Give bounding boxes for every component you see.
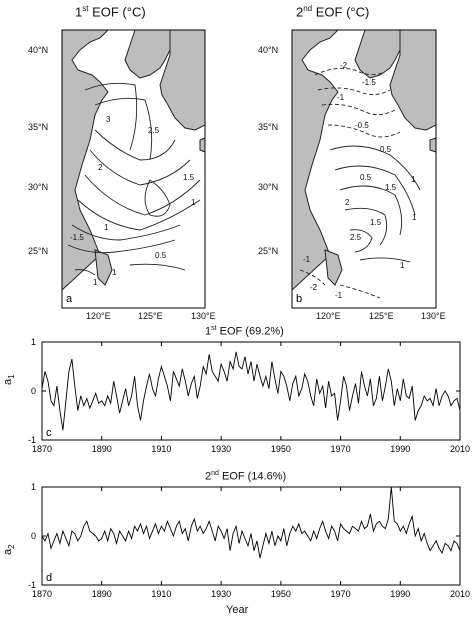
map-a-clabel: 2 <box>98 163 103 172</box>
map-a-frame <box>61 29 206 309</box>
ts-a-xtick-label: 2010 <box>450 444 470 454</box>
map-a-lat-25: 25°N <box>28 246 49 256</box>
ts-a-xtick-label: 1870 <box>32 444 52 454</box>
map-b-clabel: -1 <box>335 291 343 300</box>
map-b-clabel: 1 <box>400 261 405 270</box>
ts-a-letter: c <box>46 427 52 439</box>
ts-b-xtick-label: 1890 <box>92 589 112 599</box>
map-b-land <box>291 29 437 292</box>
map-b-lon-125: 125°E <box>369 311 394 321</box>
ts-b-letter: d <box>46 572 52 584</box>
ts-b-xtick-label: 1910 <box>151 589 171 599</box>
map-b-clabel: -1 <box>303 255 311 264</box>
ts-b-xtick-label: 1870 <box>32 589 52 599</box>
map-b-frame <box>291 29 437 309</box>
ts-a-xtick-label: 1890 <box>92 444 112 454</box>
ts-a-xtick-label: 1910 <box>151 444 171 454</box>
map-a-contour-labels: 3 2.5 2 1.5 1 1 -1.5 0.5 1 1 <box>70 115 196 287</box>
ts-b-series-line <box>41 486 461 559</box>
map-b-clabel: 1.5 <box>385 183 397 192</box>
map-b-clabel: 2.5 <box>350 233 362 242</box>
map-a-letter: a <box>66 293 73 305</box>
map-a-clabel: 2.5 <box>148 126 160 135</box>
map-b-contours <box>299 67 421 299</box>
ts-b-xtick-label: 1930 <box>211 589 231 599</box>
ts-a-title: 1st EOF (69.2%) <box>205 325 284 338</box>
map-b-clabel: 1 <box>411 175 416 184</box>
map-a-land <box>61 29 206 292</box>
ts-b-title: 2nd EOF (14.6%) <box>205 470 287 483</box>
ts-b-xtick-label: 2010 <box>450 589 470 599</box>
map-b-lon-120: 120°E <box>316 311 341 321</box>
map-a-clabel: 1 <box>112 268 117 277</box>
map-a-lon-130: 130°E <box>191 311 216 321</box>
map-a-lat-30: 30°N <box>28 182 49 192</box>
map-a-lat-35: 35°N <box>28 122 49 132</box>
ts-a-xtick-label: 1970 <box>331 444 351 454</box>
ts-b-xlabel: Year <box>226 604 249 616</box>
map-b-lat-35: 35°N <box>258 122 279 132</box>
map-b-lat-40: 40°N <box>258 45 279 55</box>
ts-b-xtick-label: 1990 <box>390 589 410 599</box>
map-b-clabel: -1 <box>337 93 345 102</box>
map-a-title: 1st EOF (°C) <box>75 4 146 20</box>
map-a-lon-120: 120°E <box>86 311 111 321</box>
map-b-lon-130: 130°E <box>421 311 446 321</box>
ts-a-ytick-label: 0 <box>31 386 36 396</box>
map-b-clabel: -1.5 <box>362 78 376 87</box>
ts-a-series-line <box>41 351 461 431</box>
ts-b-xtick-label: 1950 <box>271 589 291 599</box>
map-b-clabel: -0.5 <box>355 121 369 130</box>
map-b-lat-25: 25°N <box>258 246 279 256</box>
map-a-lon-125: 125°E <box>138 311 163 321</box>
map-a-clabel: 1 <box>104 223 109 232</box>
ts-b-ytick-label: 1 <box>31 482 36 492</box>
map-b-clabel: 1 <box>412 213 417 222</box>
ts-a-ytick-label: 1 <box>31 337 36 347</box>
map-b-clabel: 0.5 <box>380 145 392 154</box>
map-b-title: 2nd EOF (°C) <box>296 4 370 20</box>
map-a-clabel: 1 <box>93 278 98 287</box>
map-b-clabel: -2 <box>310 283 318 292</box>
map-b-clabel: 1.5 <box>370 218 382 227</box>
ts-b-ytick-label: 0 <box>31 531 36 541</box>
ts-a-xtick-label: 1930 <box>211 444 231 454</box>
map-a-contours <box>67 82 201 276</box>
map-b-clabel: 0.5 <box>360 173 372 182</box>
map-b-clabel: 2 <box>345 198 350 207</box>
map-a-clabel: 1.5 <box>183 173 195 182</box>
map-b-letter: b <box>296 293 302 305</box>
map-b-lat-30: 30°N <box>258 182 279 192</box>
map-a-lat-40: 40°N <box>28 45 49 55</box>
map-a-clabel: 0.5 <box>155 251 167 260</box>
ts-a-xtick-label: 1950 <box>271 444 291 454</box>
map-b-clabel: -2 <box>340 61 348 70</box>
map-a-clabel: -1.5 <box>70 233 84 242</box>
ts-a-xtick-label: 1990 <box>390 444 410 454</box>
ts-b-ytick-label: -1 <box>28 580 36 590</box>
ts-b-xtick-label: 1970 <box>331 589 351 599</box>
map-a-clabel: 1 <box>191 198 196 207</box>
ts-a-ytick-label: -1 <box>28 435 36 445</box>
map-a-clabel: 3 <box>106 115 111 124</box>
map-b-contour-labels: -2 -1.5 -1 -0.5 0.5 1 1.5 2 2.5 1 -1 -2 … <box>303 61 417 300</box>
